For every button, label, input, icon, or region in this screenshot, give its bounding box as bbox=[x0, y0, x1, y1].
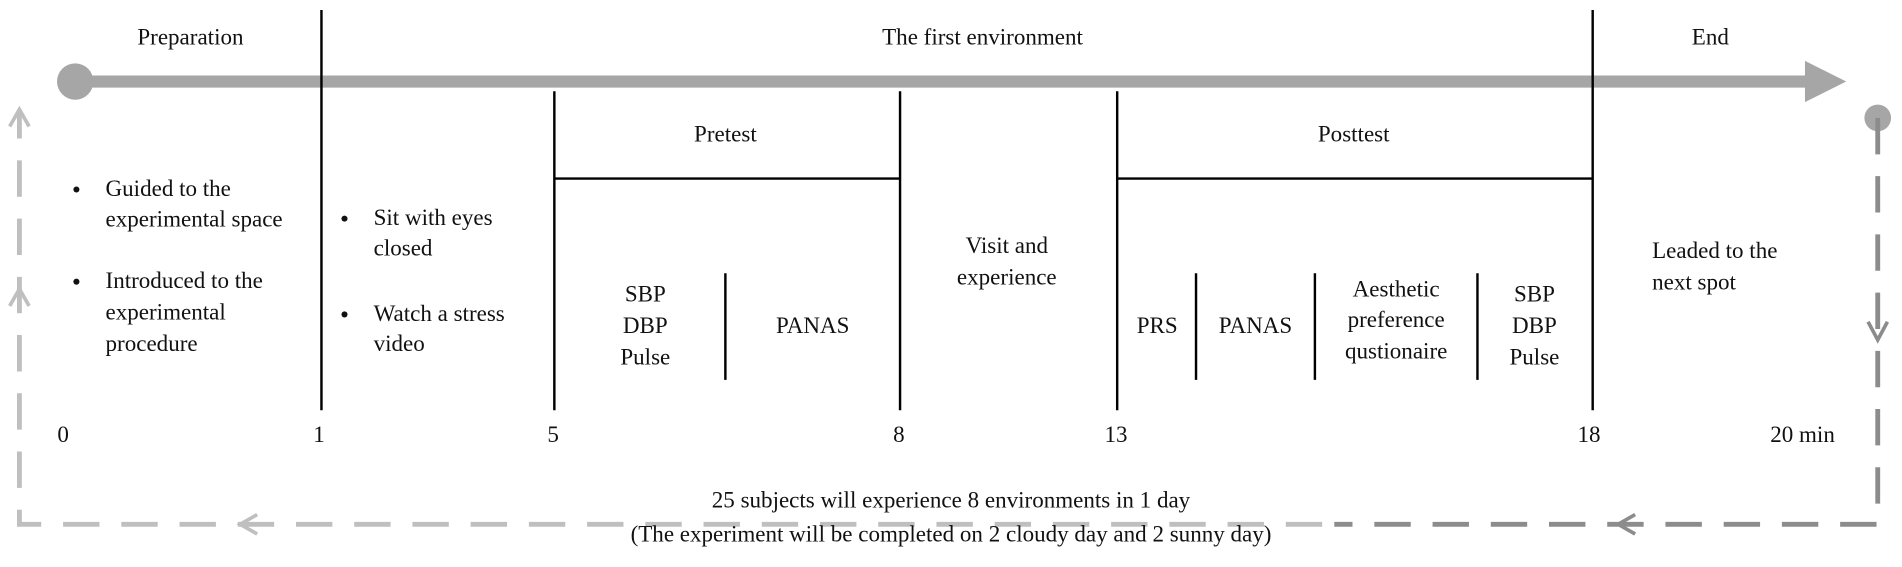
time-label: 20 min bbox=[1770, 421, 1835, 447]
loop-arrow bbox=[8, 104, 1892, 536]
footer-text: (The experiment will be completed on 2 c… bbox=[631, 521, 1272, 547]
step-text: closed bbox=[374, 234, 433, 260]
step-text: procedure bbox=[106, 330, 198, 356]
time-label: 8 bbox=[893, 421, 905, 447]
measure: PANAS bbox=[1219, 312, 1292, 338]
footer-text: 25 subjects will experience 8 environmen… bbox=[712, 487, 1191, 513]
phase-label: The first environment bbox=[882, 23, 1083, 49]
step-text: Watch a stress bbox=[374, 300, 505, 326]
time-label: 5 bbox=[547, 421, 559, 447]
section-title: Pretest bbox=[694, 120, 757, 146]
measure: SBP bbox=[625, 281, 666, 307]
time-label: 18 bbox=[1578, 421, 1601, 447]
measure: DBP bbox=[1512, 312, 1557, 338]
step-text: video bbox=[374, 330, 425, 356]
phase-label: Preparation bbox=[137, 23, 244, 49]
step-text: Visit and bbox=[966, 232, 1049, 258]
time-label: 1 bbox=[313, 421, 325, 447]
measure: SBP bbox=[1514, 281, 1555, 307]
timeline-arrow bbox=[57, 60, 1847, 103]
section-title: Posttest bbox=[1318, 120, 1390, 146]
time-label: 13 bbox=[1104, 421, 1127, 447]
measure: Pulse bbox=[620, 344, 670, 370]
step-text: Guided to the bbox=[106, 175, 231, 201]
step-text: experience bbox=[957, 264, 1057, 290]
step-text: Leaded to the bbox=[1652, 237, 1777, 263]
phase-label: End bbox=[1692, 23, 1730, 49]
measure: qustionaire bbox=[1345, 338, 1447, 364]
time-label: 0 bbox=[57, 421, 69, 447]
step-text: Introduced to the bbox=[106, 267, 263, 293]
measure: PRS bbox=[1137, 312, 1178, 338]
step-text: experimental bbox=[106, 299, 226, 325]
step-text: Sit with eyes bbox=[374, 204, 493, 230]
step-text: next spot bbox=[1652, 268, 1736, 294]
measure: PANAS bbox=[776, 312, 849, 338]
measure: Aesthetic bbox=[1353, 276, 1440, 302]
dividers bbox=[320, 9, 1594, 411]
bullets bbox=[73, 186, 348, 318]
measure: DBP bbox=[623, 312, 668, 338]
measure: Pulse bbox=[1509, 344, 1559, 370]
measure: preference bbox=[1348, 306, 1445, 332]
step-text: experimental space bbox=[106, 205, 283, 231]
